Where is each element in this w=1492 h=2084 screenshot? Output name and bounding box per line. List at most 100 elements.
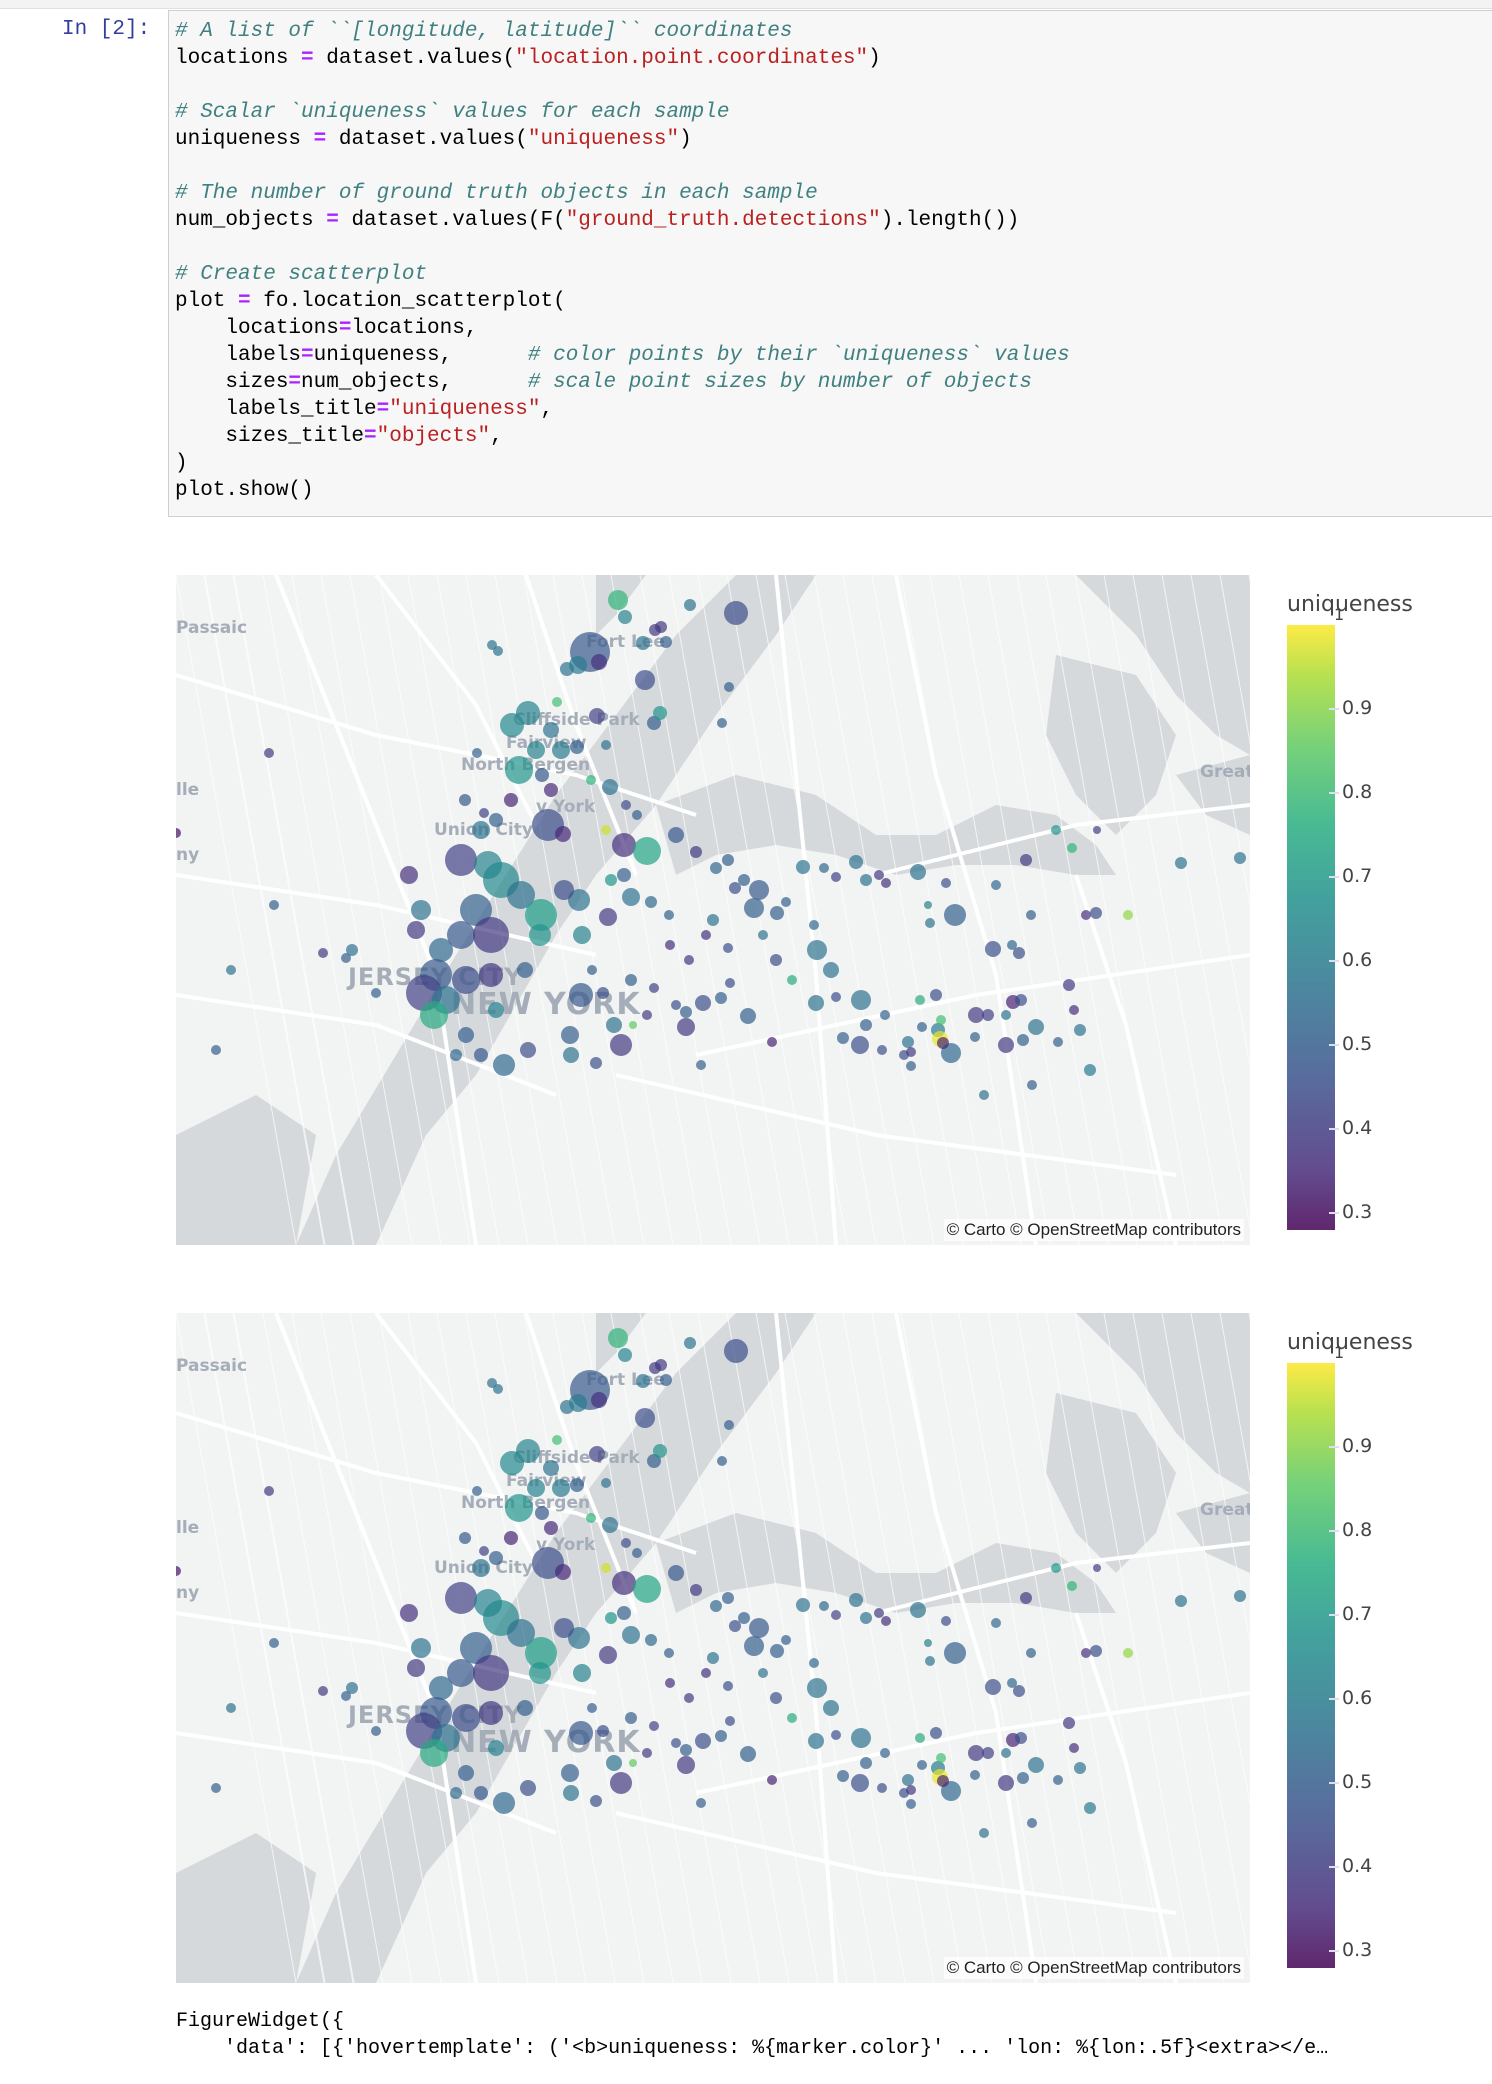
scatter-point[interactable]	[601, 1478, 611, 1488]
scatter-point[interactable]	[610, 1034, 632, 1056]
scatter-point[interactable]	[874, 1608, 884, 1618]
scatter-point[interactable]	[787, 1713, 797, 1723]
scatter-point[interactable]	[488, 1740, 504, 1756]
scatter-point[interactable]	[649, 624, 661, 636]
scatter-point[interactable]	[573, 1664, 591, 1682]
scatter-point[interactable]	[591, 1392, 607, 1408]
scatter-point[interactable]	[474, 1048, 488, 1062]
scatter-point[interactable]	[808, 1733, 824, 1749]
scatter-point[interactable]	[902, 1036, 914, 1048]
scatter-point[interactable]	[479, 963, 503, 987]
scatter-point[interactable]	[636, 636, 650, 650]
scatter-point[interactable]	[880, 1748, 890, 1758]
scatter-point[interactable]	[671, 1000, 681, 1010]
scatter-point[interactable]	[633, 837, 661, 865]
scatter-point[interactable]	[696, 1060, 706, 1070]
scatter-point[interactable]	[622, 1626, 640, 1644]
scatter-point[interactable]	[937, 1037, 949, 1049]
scatter-point[interactable]	[917, 1022, 927, 1032]
scatter-point[interactable]	[729, 882, 741, 894]
scatter-point[interactable]	[660, 1374, 672, 1386]
code-editor[interactable]: # A list of ``[longitude, latitude]`` co…	[175, 18, 1070, 504]
scatter-point[interactable]	[880, 1010, 890, 1020]
scatter-point[interactable]	[586, 775, 596, 785]
scatter-point[interactable]	[635, 1408, 655, 1428]
scatter-point[interactable]	[684, 599, 696, 611]
scatter-point[interactable]	[968, 1745, 984, 1761]
scatter-point[interactable]	[447, 921, 475, 949]
scatter-point[interactable]	[608, 1328, 628, 1348]
scatter-point[interactable]	[505, 1494, 533, 1522]
scatter-point[interactable]	[982, 1009, 994, 1021]
scatter-point[interactable]	[507, 881, 535, 909]
scatter-point[interactable]	[493, 646, 503, 656]
scatter-point[interactable]	[970, 1032, 980, 1042]
scatter-point[interactable]	[968, 1007, 984, 1023]
scatter-point[interactable]	[787, 975, 797, 985]
scatter-point[interactable]	[1051, 1563, 1061, 1573]
scatter-point[interactable]	[1026, 910, 1036, 920]
scatter-point[interactable]	[809, 920, 819, 930]
scatter-point[interactable]	[906, 1061, 916, 1071]
scatter-point[interactable]	[906, 1785, 916, 1795]
scatter-point[interactable]	[529, 1662, 551, 1684]
scatter-point[interactable]	[563, 1047, 579, 1063]
scatter-point[interactable]	[725, 978, 735, 988]
scatter-point[interactable]	[660, 636, 672, 648]
scatter-point[interactable]	[504, 793, 518, 807]
scatter-point[interactable]	[851, 990, 871, 1010]
scatter-point[interactable]	[696, 1798, 706, 1808]
scatter-point[interactable]	[906, 1799, 916, 1809]
scatter-point[interactable]	[717, 1456, 727, 1466]
scatter-point[interactable]	[517, 962, 533, 978]
scatter-point[interactable]	[452, 1704, 480, 1732]
scatter-point[interactable]	[591, 654, 607, 670]
scatter-point[interactable]	[677, 1018, 695, 1036]
scatter-points[interactable]	[176, 1313, 1250, 1983]
scatter-point[interactable]	[505, 756, 533, 784]
scatter-point[interactable]	[668, 827, 684, 843]
scatter-point[interactable]	[725, 1716, 735, 1726]
scatter-point[interactable]	[479, 808, 489, 818]
scatter-point[interactable]	[781, 897, 791, 907]
scatter-point[interactable]	[998, 1037, 1014, 1053]
scatter-point[interactable]	[474, 1786, 488, 1800]
scatter-point[interactable]	[341, 1691, 351, 1701]
scatter-point[interactable]	[473, 1655, 509, 1691]
scatter-point[interactable]	[1081, 910, 1091, 920]
scatter-point[interactable]	[823, 1700, 839, 1716]
scatter-point[interactable]	[601, 1563, 611, 1573]
scatter-point[interactable]	[606, 1017, 622, 1033]
scatter-point[interactable]	[680, 1744, 692, 1756]
scatter-point[interactable]	[991, 1618, 1001, 1628]
scatter-point[interactable]	[684, 1693, 694, 1703]
scatter-point[interactable]	[664, 910, 674, 920]
scatter-point[interactable]	[429, 938, 453, 962]
scatter-point[interactable]	[568, 889, 590, 911]
scatter-point[interactable]	[612, 833, 636, 857]
scatter-point[interactable]	[629, 1759, 637, 1767]
scatter-point[interactable]	[489, 1551, 503, 1565]
scatter-point[interactable]	[902, 1774, 914, 1786]
scatter-point[interactable]	[561, 1026, 579, 1044]
scatter-point[interactable]	[633, 1575, 661, 1603]
scatter-point[interactable]	[493, 1792, 515, 1814]
scatter-point[interactable]	[1027, 1080, 1037, 1090]
scatter-point[interactable]	[458, 1027, 474, 1043]
scatter-point[interactable]	[738, 1612, 750, 1624]
scatter-point[interactable]	[1028, 1757, 1044, 1773]
scatter-point[interactable]	[569, 656, 587, 674]
scatter-point[interactable]	[985, 1679, 1001, 1695]
scatter-point[interactable]	[479, 1546, 489, 1556]
scatter-point[interactable]	[371, 1726, 381, 1736]
scatter-point[interactable]	[767, 1037, 777, 1047]
scatter-point[interactable]	[420, 1001, 448, 1029]
scatter-point[interactable]	[1175, 1595, 1187, 1607]
scatter-point[interactable]	[420, 1739, 448, 1767]
scatter-point[interactable]	[527, 1479, 545, 1497]
scatter-point[interactable]	[770, 906, 784, 920]
scatter-point[interactable]	[597, 1725, 609, 1737]
scatter-point[interactable]	[226, 965, 236, 975]
scatter-point[interactable]	[724, 1339, 748, 1363]
scatter-point[interactable]	[1007, 1678, 1017, 1688]
